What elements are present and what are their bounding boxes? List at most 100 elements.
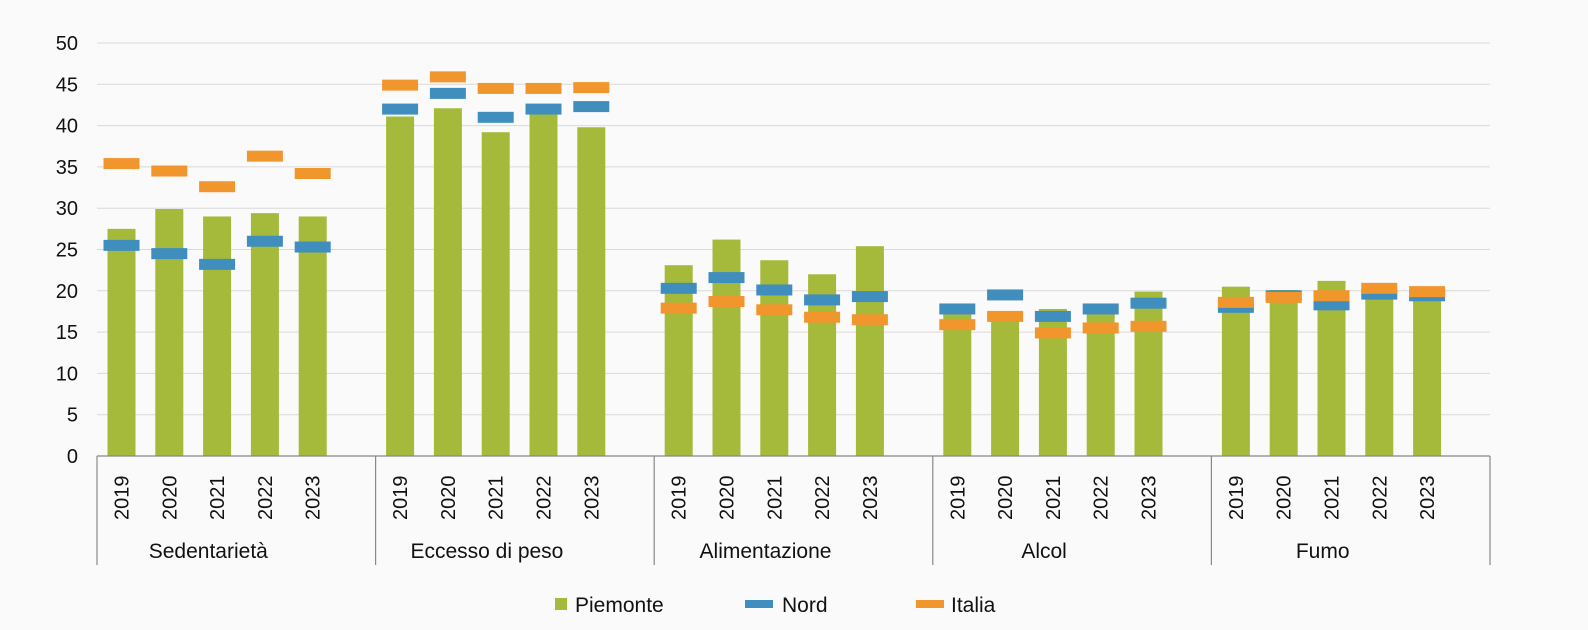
x-tick-label: 2022 bbox=[1369, 476, 1391, 521]
y-tick-label: 0 bbox=[67, 446, 78, 468]
group-label: Eccesso di peso bbox=[410, 540, 563, 563]
bar-piemonte bbox=[1365, 285, 1394, 456]
marker-nord bbox=[1034, 310, 1071, 322]
y-tick-label: 20 bbox=[56, 281, 78, 303]
legend-swatch-nord bbox=[745, 600, 773, 608]
y-tick-label: 5 bbox=[67, 405, 78, 427]
bar-piemonte bbox=[1221, 286, 1250, 456]
bar-piemonte bbox=[107, 228, 136, 456]
x-tick-label: 2020 bbox=[1274, 476, 1296, 521]
x-tick-label: 2022 bbox=[1091, 476, 1113, 521]
x-tick-label: 2021 bbox=[764, 476, 786, 521]
marker-italia bbox=[987, 310, 1024, 322]
marker-nord bbox=[1082, 303, 1119, 315]
bar-piemonte bbox=[155, 209, 184, 456]
marker-italia bbox=[246, 150, 283, 162]
legend-swatch-italia bbox=[916, 600, 944, 608]
bar-piemonte bbox=[203, 216, 232, 456]
marker-nord bbox=[246, 235, 283, 247]
x-tick-label: 2020 bbox=[159, 476, 181, 521]
x-tick-label: 2020 bbox=[438, 476, 460, 521]
marker-italia bbox=[103, 158, 140, 170]
marker-italia bbox=[151, 165, 188, 177]
bar-piemonte bbox=[298, 216, 327, 456]
marker-italia bbox=[477, 82, 514, 94]
bar-piemonte bbox=[943, 310, 972, 456]
marker-nord bbox=[756, 284, 793, 296]
y-tick-label: 40 bbox=[56, 116, 78, 138]
x-tick-label: 2023 bbox=[303, 476, 325, 521]
group-label: Alimentazione bbox=[700, 540, 832, 563]
legend-swatch-piemonte bbox=[555, 598, 567, 610]
marker-italia bbox=[382, 79, 419, 91]
marker-italia bbox=[294, 168, 331, 180]
marker-italia bbox=[1217, 296, 1254, 308]
marker-italia bbox=[1313, 290, 1350, 302]
y-tick-label: 30 bbox=[56, 198, 78, 220]
marker-italia bbox=[1409, 286, 1446, 298]
marker-nord bbox=[660, 282, 697, 294]
x-tick-label: 2019 bbox=[112, 476, 134, 521]
legend-label-piemonte: Piemonte bbox=[575, 594, 664, 617]
marker-italia bbox=[1034, 327, 1071, 339]
marker-nord bbox=[804, 294, 841, 306]
marker-nord bbox=[151, 248, 188, 260]
marker-nord bbox=[939, 303, 976, 315]
marker-nord bbox=[525, 103, 562, 115]
marker-italia bbox=[851, 314, 888, 326]
marker-italia bbox=[199, 181, 236, 193]
bar-piemonte bbox=[855, 246, 884, 456]
marker-nord bbox=[1313, 299, 1350, 311]
bar-piemonte bbox=[712, 239, 741, 456]
x-tick-label: 2023 bbox=[581, 476, 603, 521]
x-tick-label: 2019 bbox=[669, 476, 691, 521]
bar-piemonte bbox=[386, 116, 415, 456]
marker-nord bbox=[294, 241, 331, 253]
marker-nord bbox=[103, 239, 140, 251]
marker-italia bbox=[573, 82, 610, 94]
x-tick-label: 2021 bbox=[1043, 476, 1065, 521]
marker-nord bbox=[477, 111, 514, 123]
marker-nord bbox=[1130, 297, 1167, 309]
x-tick-label: 2023 bbox=[1139, 476, 1161, 521]
marker-nord bbox=[382, 103, 419, 115]
x-tick-label: 2019 bbox=[1226, 476, 1248, 521]
x-tick-label: 2023 bbox=[1417, 476, 1439, 521]
group-label: Fumo bbox=[1296, 540, 1350, 563]
bar-piemonte bbox=[664, 265, 693, 456]
marker-italia bbox=[756, 304, 793, 316]
y-tick-label: 15 bbox=[56, 322, 78, 344]
y-axis-ticks: 0 5 10 15 20 25 30 35 40 45 50 bbox=[56, 33, 78, 468]
grid-lines bbox=[97, 42, 1490, 416]
marker-nord bbox=[573, 101, 610, 113]
group-label: Sedentarietà bbox=[149, 540, 268, 563]
marker-nord bbox=[429, 87, 466, 99]
bar-piemonte bbox=[250, 213, 279, 456]
marker-italia bbox=[1361, 282, 1398, 294]
bar-piemonte bbox=[529, 109, 558, 456]
plot-area bbox=[103, 71, 1446, 456]
marker-nord bbox=[708, 272, 745, 284]
legend: Piemonte Nord Italia bbox=[555, 594, 996, 617]
legend-label-italia: Italia bbox=[951, 594, 996, 617]
y-tick-label: 50 bbox=[56, 33, 78, 55]
marker-italia bbox=[1082, 322, 1119, 334]
bar-piemonte bbox=[577, 127, 606, 456]
legend-label-nord: Nord bbox=[782, 594, 828, 617]
marker-italia bbox=[804, 311, 841, 323]
x-tick-label: 2023 bbox=[860, 476, 882, 521]
marker-italia bbox=[939, 319, 976, 331]
y-tick-label: 35 bbox=[56, 157, 78, 179]
y-tick-label: 25 bbox=[56, 240, 78, 262]
marker-italia bbox=[525, 82, 562, 94]
bar-piemonte bbox=[433, 108, 462, 456]
marker-nord bbox=[199, 258, 236, 270]
x-tick-label: 2020 bbox=[995, 476, 1017, 521]
marker-italia bbox=[429, 71, 466, 83]
marker-italia bbox=[660, 302, 697, 314]
marker-italia bbox=[708, 296, 745, 308]
marker-nord bbox=[1361, 288, 1398, 300]
x-tick-label: 2021 bbox=[1322, 476, 1344, 521]
x-tick-label: 2021 bbox=[207, 476, 229, 521]
